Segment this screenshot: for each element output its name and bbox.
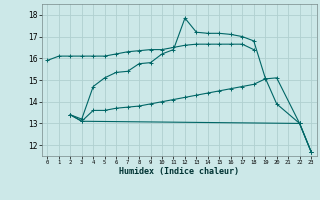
X-axis label: Humidex (Indice chaleur): Humidex (Indice chaleur) xyxy=(119,167,239,176)
